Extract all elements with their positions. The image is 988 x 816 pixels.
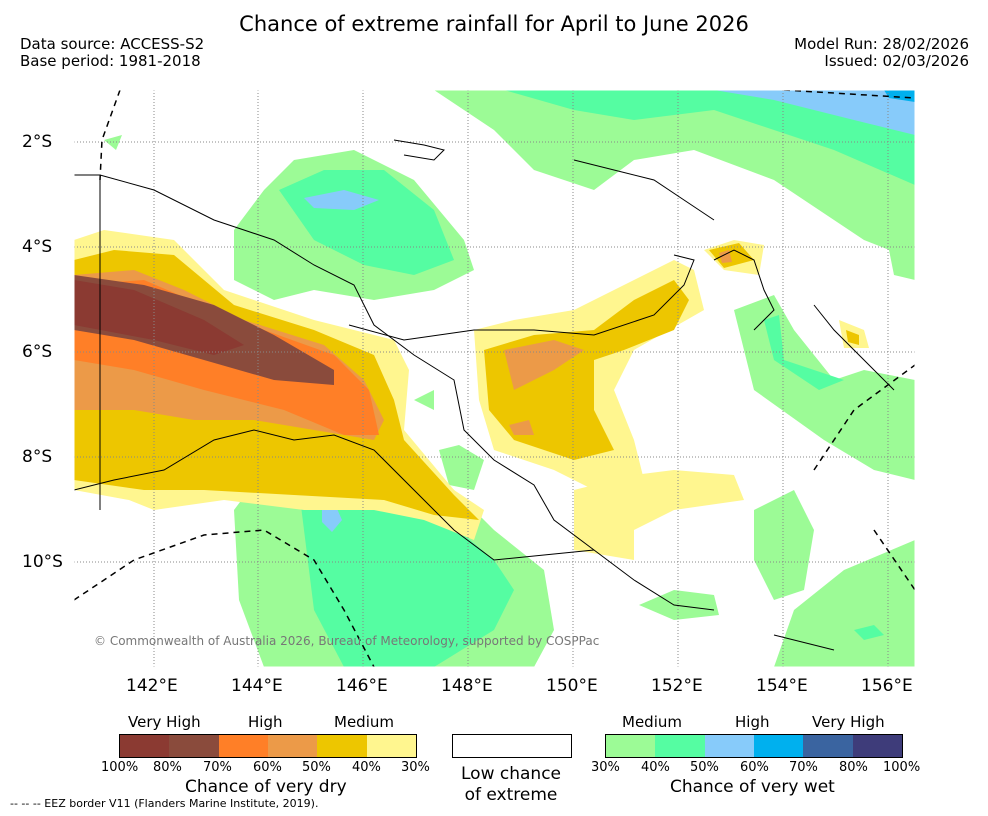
- dry-swatch: [366, 735, 416, 757]
- wet-swatch: [753, 735, 804, 757]
- lon-tick: 148°E: [441, 676, 493, 696]
- wet-pct: 60%: [740, 760, 769, 775]
- lon-tick: 156°E: [861, 676, 913, 696]
- wet-legend-title: Chance of very wet: [670, 777, 835, 797]
- dry-category-medium: Medium: [334, 713, 394, 731]
- wet-colorbar: [605, 734, 903, 758]
- base-period: Base period: 1981-2018: [20, 52, 201, 70]
- dry-swatch: [218, 735, 268, 757]
- dry-pct: 50%: [302, 760, 331, 775]
- wet-category-medium: Medium: [622, 713, 682, 731]
- dry-pct: 100%: [101, 760, 139, 775]
- lat-tick: 2°S: [22, 132, 53, 152]
- wet-pct: 30%: [591, 760, 620, 775]
- dry-category-very-high: Very High: [128, 713, 201, 731]
- lat-tick: 10°S: [22, 552, 63, 572]
- wet-category-high: High: [735, 713, 770, 731]
- wet-pct: 100%: [883, 760, 921, 775]
- lat-tick: 6°S: [22, 342, 53, 362]
- dry-pct: 30%: [401, 760, 430, 775]
- dry-pct: 70%: [203, 760, 232, 775]
- low-chance-swatch: [452, 734, 572, 758]
- wet-swatch: [606, 735, 656, 757]
- lon-tick: 144°E: [231, 676, 283, 696]
- coastlines: [74, 139, 895, 651]
- wet-swatch: [803, 735, 853, 757]
- model-run: Model Run: 28/02/2026: [794, 35, 969, 53]
- dry-pct: 60%: [253, 760, 282, 775]
- lon-tick: 150°E: [546, 676, 598, 696]
- lat-tick: 8°S: [22, 447, 53, 467]
- lon-tick: 146°E: [336, 676, 388, 696]
- grid-lines: [74, 90, 915, 667]
- wet-pct: 50%: [690, 760, 719, 775]
- dry-category-high: High: [248, 713, 283, 731]
- dry-colorbar: [119, 734, 417, 758]
- chart-title: Chance of extreme rainfall for April to …: [239, 12, 749, 36]
- wet-swatch: [655, 735, 705, 757]
- copyright-notice: © Commonwealth of Australia 2026, Bureau…: [94, 634, 600, 648]
- wet-swatch: [704, 735, 754, 757]
- wet-pct: 70%: [789, 760, 818, 775]
- dry-legend-title: Chance of very dry: [185, 777, 347, 797]
- lon-tick: 154°E: [756, 676, 808, 696]
- dry-swatch: [120, 735, 170, 757]
- eez-borders: [74, 90, 915, 667]
- eez-border-note: -- -- -- EEZ border V11 (Flanders Marine…: [10, 797, 319, 810]
- data-source: Data source: ACCESS-S2: [20, 35, 205, 53]
- dry-swatch: [169, 735, 219, 757]
- lon-tick: 142°E: [126, 676, 178, 696]
- lon-tick: 152°E: [651, 676, 703, 696]
- wet-pct: 40%: [641, 760, 670, 775]
- low-chance-label-line1: Low chance: [461, 764, 561, 784]
- dry-pct: 80%: [153, 760, 182, 775]
- dry-swatch: [267, 735, 318, 757]
- wet-pct: 80%: [839, 760, 868, 775]
- issued-date: Issued: 02/03/2026: [824, 52, 969, 70]
- low-chance-label-line2: of extreme: [464, 785, 558, 805]
- rainfall-map: [74, 90, 915, 667]
- lat-tick: 4°S: [22, 237, 53, 257]
- wet-swatch: [852, 735, 902, 757]
- wet-category-very-high: Very High: [812, 713, 885, 731]
- dry-swatch: [317, 735, 367, 757]
- dry-pct: 40%: [352, 760, 381, 775]
